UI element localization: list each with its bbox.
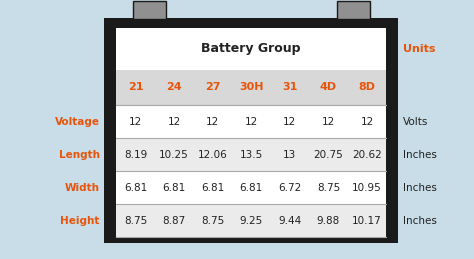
Bar bbox=[104, 18, 398, 243]
Text: 12: 12 bbox=[167, 117, 181, 127]
Text: 6.81: 6.81 bbox=[124, 183, 147, 193]
Bar bbox=[116, 138, 386, 171]
Text: 20.62: 20.62 bbox=[352, 150, 382, 160]
Text: Width: Width bbox=[64, 183, 100, 193]
Text: 27: 27 bbox=[205, 82, 220, 92]
Text: 12: 12 bbox=[322, 117, 335, 127]
Text: 9.44: 9.44 bbox=[278, 215, 301, 226]
Text: 30H: 30H bbox=[239, 82, 264, 92]
Text: Battery Group: Battery Group bbox=[201, 42, 301, 55]
Bar bbox=[116, 171, 386, 204]
Text: Inches: Inches bbox=[403, 150, 437, 160]
Text: 12: 12 bbox=[206, 117, 219, 127]
Text: Length: Length bbox=[59, 150, 100, 160]
Text: 21: 21 bbox=[128, 82, 143, 92]
Text: Inches: Inches bbox=[403, 183, 437, 193]
Text: 4D: 4D bbox=[320, 82, 337, 92]
Text: 8.87: 8.87 bbox=[163, 215, 186, 226]
Text: 9.88: 9.88 bbox=[317, 215, 340, 226]
Text: Volts: Volts bbox=[403, 117, 428, 127]
Text: 6.81: 6.81 bbox=[201, 183, 224, 193]
Text: Inches: Inches bbox=[403, 215, 437, 226]
Text: 10.95: 10.95 bbox=[352, 183, 382, 193]
Text: 9.25: 9.25 bbox=[239, 215, 263, 226]
Text: 20.75: 20.75 bbox=[313, 150, 343, 160]
Text: 8.75: 8.75 bbox=[201, 215, 224, 226]
Text: Height: Height bbox=[60, 215, 100, 226]
Text: 8.19: 8.19 bbox=[124, 150, 147, 160]
Bar bbox=[116, 105, 386, 138]
Text: 10.25: 10.25 bbox=[159, 150, 189, 160]
Bar bbox=[116, 204, 386, 237]
Text: 13: 13 bbox=[283, 150, 296, 160]
Bar bbox=[337, 1, 370, 19]
Text: 24: 24 bbox=[166, 82, 182, 92]
Bar bbox=[116, 28, 386, 237]
Text: 6.81: 6.81 bbox=[163, 183, 186, 193]
Text: 8.75: 8.75 bbox=[317, 183, 340, 193]
Text: 13.5: 13.5 bbox=[239, 150, 263, 160]
Text: 12: 12 bbox=[245, 117, 258, 127]
Text: 6.81: 6.81 bbox=[239, 183, 263, 193]
Text: 12: 12 bbox=[129, 117, 142, 127]
Text: 10.17: 10.17 bbox=[352, 215, 382, 226]
Text: 31: 31 bbox=[282, 82, 298, 92]
Text: 8.75: 8.75 bbox=[124, 215, 147, 226]
Text: 12: 12 bbox=[283, 117, 296, 127]
Bar bbox=[116, 70, 386, 105]
Bar bbox=[133, 1, 166, 19]
Text: 12.06: 12.06 bbox=[198, 150, 228, 160]
Text: 6.72: 6.72 bbox=[278, 183, 301, 193]
Text: Units: Units bbox=[403, 44, 436, 54]
Text: Voltage: Voltage bbox=[55, 117, 100, 127]
Text: 12: 12 bbox=[360, 117, 374, 127]
Text: 8D: 8D bbox=[358, 82, 375, 92]
